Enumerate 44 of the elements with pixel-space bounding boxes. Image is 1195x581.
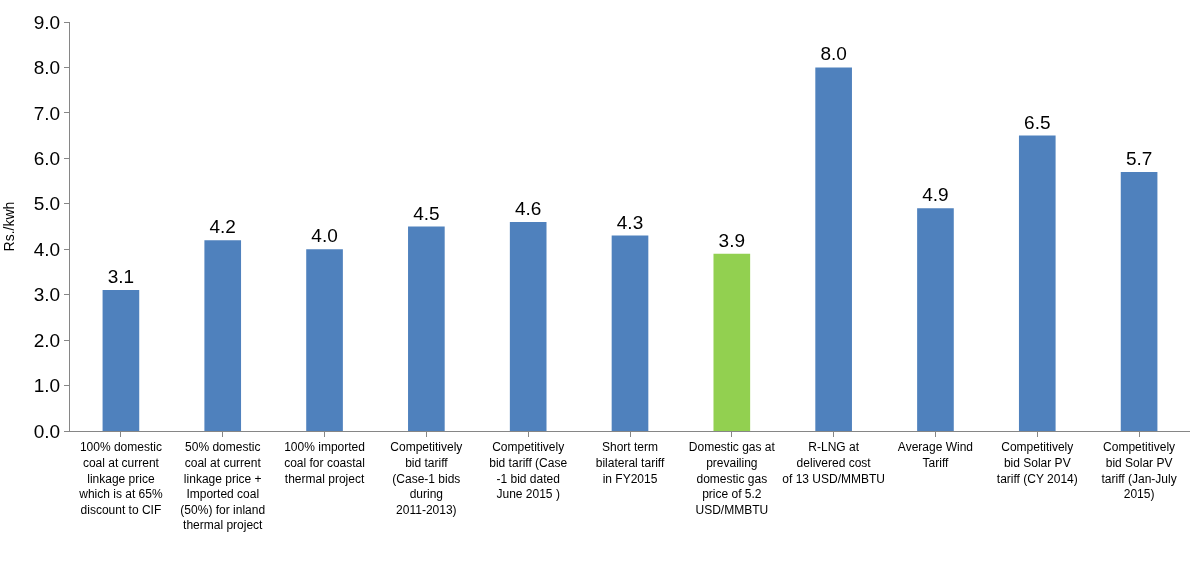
- y-tick-label: 0.0: [33, 420, 61, 442]
- bar: [408, 226, 445, 431]
- x-tick-label: Average Wind Tariff: [897, 440, 974, 470]
- x-tick-label: Domestic gas at prevailing domestic gas price of 5.2 USD/MMBTU: [688, 440, 776, 517]
- x-tick-label: 100% domestic coal at current linkage price which is at 65% discount to CIF: [78, 440, 163, 517]
- data-label: 4.2: [209, 216, 236, 238]
- x-tick-label: Competitively bid tariff (Case-1 bids during 2011-2013): [390, 440, 463, 517]
- data-label: 4.5: [413, 202, 440, 224]
- bar: [204, 240, 242, 431]
- data-label: 4.6: [514, 197, 542, 219]
- y-tick-label: 8.0: [33, 57, 61, 79]
- y-tick-label: 5.0: [33, 193, 61, 215]
- bar: [306, 249, 343, 431]
- x-tick-label: Competitively bid Solar PV tariff (Jan-July 2015): [1101, 440, 1177, 502]
- bar: [1120, 171, 1158, 431]
- bar: [1018, 135, 1056, 431]
- y-tick-label: 3.0: [33, 284, 61, 306]
- bar: [713, 253, 751, 431]
- y-tick-label: 2.0: [33, 329, 61, 351]
- x-tick-label: 50% domestic coal at current linkage price + Imported coal (50%) for inland thermal project: [180, 440, 266, 533]
- y-tick-label: 9.0: [33, 11, 61, 33]
- bar: [815, 67, 852, 431]
- data-label: 5.7: [1125, 147, 1153, 169]
- data-label: 4.0: [311, 225, 338, 247]
- data-label: 6.5: [1024, 111, 1051, 133]
- x-tick-label: Short term bilateral tariff in FY2015: [595, 440, 665, 486]
- data-label: 8.0: [820, 43, 847, 65]
- x-tick-label: 100% imported coal for coastal thermal project: [284, 440, 365, 486]
- y-tick-label: 7.0: [33, 102, 61, 124]
- x-tick-label: Competitively bid tariff (Case -1 bid dated June 2015 ): [489, 440, 568, 502]
- bar: [102, 290, 140, 431]
- data-label: 3.1: [107, 266, 135, 288]
- x-tick-label: Competitively bid Solar PV tariff (CY 2014): [996, 440, 1078, 486]
- data-label: 4.3: [616, 211, 644, 233]
- y-tick-label: 1.0: [33, 375, 61, 397]
- data-label: 4.9: [922, 184, 949, 206]
- y-tick-label: 6.0: [33, 147, 61, 169]
- y-tick-label: 4.0: [33, 238, 61, 260]
- bar: [917, 208, 954, 431]
- x-tick-label: R-LNG at delivered cost of 13 USD/MMBTU: [782, 440, 885, 486]
- bar: [611, 235, 649, 431]
- bar: [509, 221, 547, 431]
- data-label: 3.9: [718, 229, 746, 251]
- y-axis-title: Rs./kwh: [1, 201, 18, 252]
